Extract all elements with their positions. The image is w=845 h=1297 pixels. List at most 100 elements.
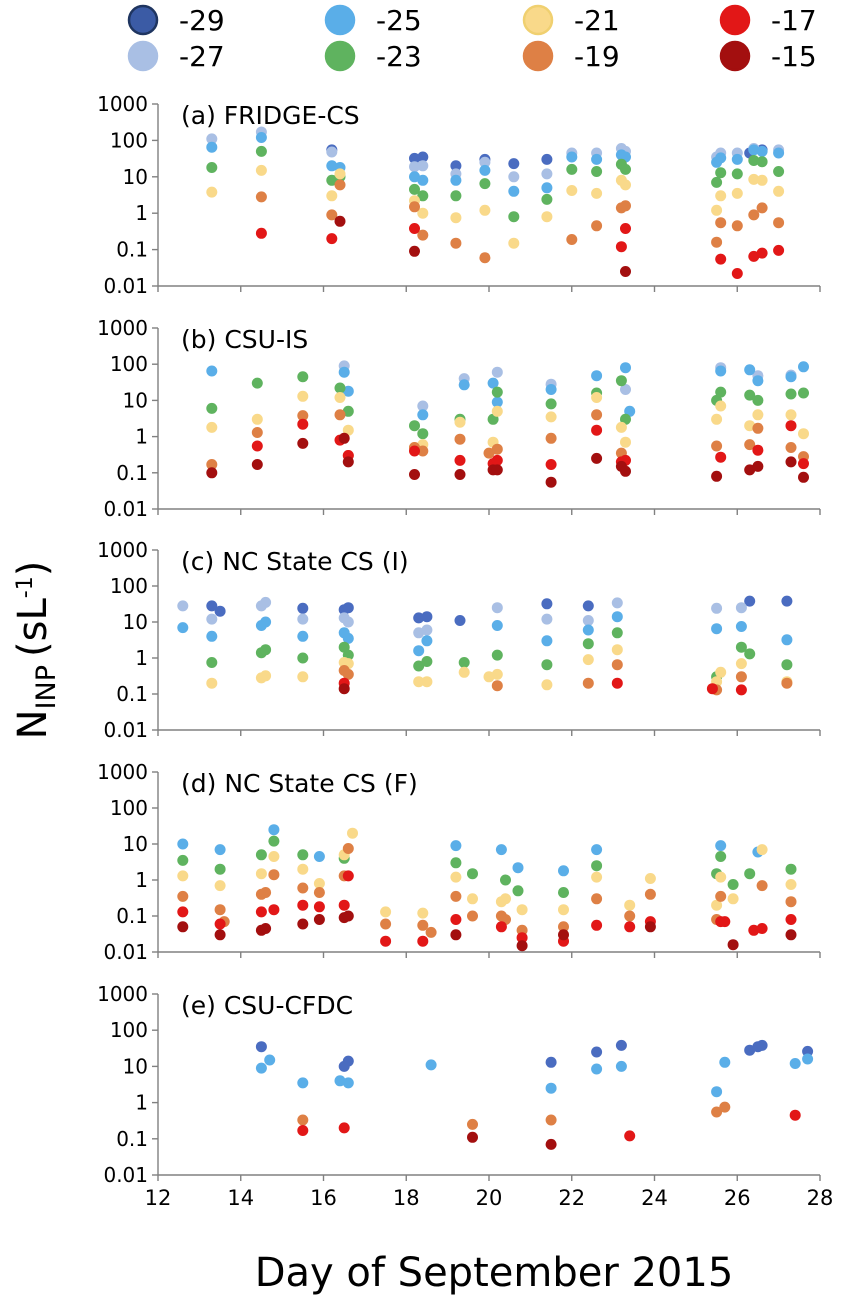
data-point	[255, 849, 267, 861]
panel-label: (d) NC State CS (F)	[181, 769, 418, 798]
data-point	[756, 156, 768, 168]
data-point	[711, 440, 723, 452]
data-point	[756, 174, 768, 186]
data-point	[214, 904, 226, 916]
data-point	[342, 602, 354, 614]
legend-label: -15	[771, 40, 817, 73]
panel-label: (e) CSU-CFDC	[181, 991, 353, 1020]
data-point	[624, 1130, 636, 1142]
data-point	[545, 398, 557, 410]
data-point	[450, 929, 462, 941]
data-point	[591, 919, 603, 931]
data-point	[467, 868, 478, 880]
data-point	[620, 465, 631, 477]
data-point	[541, 635, 553, 647]
data-point	[338, 432, 350, 444]
data-point	[297, 1077, 309, 1089]
data-point	[541, 679, 553, 691]
data-point	[798, 458, 809, 470]
data-point	[711, 204, 723, 216]
series	[177, 824, 764, 877]
data-point	[177, 622, 189, 634]
data-point	[582, 615, 594, 626]
data-point	[177, 906, 189, 918]
data-point	[785, 929, 797, 941]
data-point	[591, 871, 603, 883]
data-point	[206, 141, 218, 153]
y-tick-label: 10	[123, 832, 148, 856]
data-point	[785, 863, 797, 875]
data-point	[483, 671, 495, 683]
data-point	[541, 598, 553, 610]
data-point	[711, 1086, 723, 1098]
x-tick-label: 14	[227, 1186, 254, 1210]
legend-entry: -23	[324, 40, 422, 73]
data-point	[785, 388, 797, 400]
series	[467, 1131, 557, 1150]
data-point	[748, 250, 760, 262]
data-point	[491, 454, 503, 466]
legend-label: -21	[574, 4, 620, 37]
data-point	[425, 1059, 437, 1071]
data-point	[409, 152, 420, 164]
y-tick-label: 1000	[97, 982, 148, 1006]
data-point	[268, 824, 280, 836]
data-point	[789, 1109, 801, 1121]
data-point	[380, 918, 392, 930]
data-point	[591, 370, 603, 382]
y-tick-label: 0.01	[103, 274, 148, 298]
data-point	[781, 595, 793, 607]
data-point	[214, 605, 226, 617]
data-point	[773, 166, 785, 177]
data-point	[491, 464, 503, 476]
y-tick-label: 1000	[97, 538, 148, 562]
data-point	[454, 615, 466, 626]
data-point	[342, 456, 354, 468]
data-point	[748, 155, 760, 166]
data-point	[214, 918, 226, 930]
y-tick-label: 0.01	[103, 940, 148, 964]
legend-entry: -25	[324, 4, 422, 37]
data-point	[545, 476, 557, 488]
data-point	[752, 460, 764, 472]
data-point	[260, 670, 272, 682]
legend-marker	[127, 4, 159, 36]
data-point	[467, 893, 478, 905]
x-tick-label: 20	[476, 1186, 503, 1210]
data-point	[177, 838, 189, 850]
data-point	[264, 1054, 276, 1066]
data-point	[620, 384, 631, 395]
y-tick-label: 1000	[97, 760, 148, 784]
data-point	[326, 209, 338, 221]
data-point	[450, 174, 462, 186]
data-point	[334, 382, 346, 394]
data-point	[409, 171, 420, 183]
data-point	[500, 874, 511, 886]
y-tick-label: 100	[110, 574, 148, 598]
legend-label: -25	[376, 4, 422, 37]
data-point	[735, 671, 747, 683]
data-point	[206, 613, 218, 625]
data-point	[417, 229, 429, 241]
data-point	[491, 680, 503, 692]
y-tick-label: 10	[123, 1054, 148, 1078]
series	[326, 144, 768, 172]
data-point	[620, 362, 631, 374]
series	[255, 223, 785, 279]
data-point	[624, 899, 636, 911]
data-point	[255, 145, 267, 157]
series	[206, 145, 785, 223]
data-point	[802, 1045, 814, 1057]
data-point	[545, 459, 557, 470]
data-point	[711, 623, 723, 635]
data-point	[558, 904, 569, 916]
series	[334, 215, 631, 277]
data-point	[338, 366, 350, 378]
y-tick-label: 0.1	[116, 238, 148, 262]
data-point	[516, 932, 528, 944]
data-point	[798, 387, 809, 399]
data-point	[326, 146, 338, 158]
data-point	[342, 616, 354, 628]
data-point	[545, 1082, 557, 1094]
